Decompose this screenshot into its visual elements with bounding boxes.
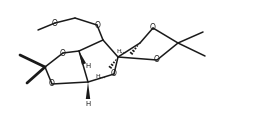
Polygon shape	[136, 45, 138, 47]
Text: O: O	[60, 48, 66, 58]
Text: O: O	[111, 70, 117, 79]
Polygon shape	[132, 49, 135, 52]
Polygon shape	[134, 47, 137, 50]
Polygon shape	[115, 59, 117, 61]
Polygon shape	[86, 82, 90, 99]
Polygon shape	[111, 63, 114, 66]
Text: O: O	[52, 18, 58, 27]
Text: H,,,: H,,,	[96, 74, 106, 79]
Text: H: H	[85, 63, 91, 69]
Polygon shape	[117, 57, 118, 58]
Text: O: O	[154, 55, 160, 64]
Polygon shape	[108, 66, 112, 69]
Polygon shape	[113, 61, 115, 64]
Polygon shape	[139, 43, 140, 44]
Polygon shape	[79, 51, 86, 65]
Text: O: O	[150, 23, 156, 33]
Text: H,,,: H,,,	[117, 48, 127, 54]
Text: O: O	[95, 21, 101, 30]
Text: H: H	[85, 101, 91, 107]
Text: O: O	[49, 79, 55, 88]
Polygon shape	[130, 51, 133, 55]
